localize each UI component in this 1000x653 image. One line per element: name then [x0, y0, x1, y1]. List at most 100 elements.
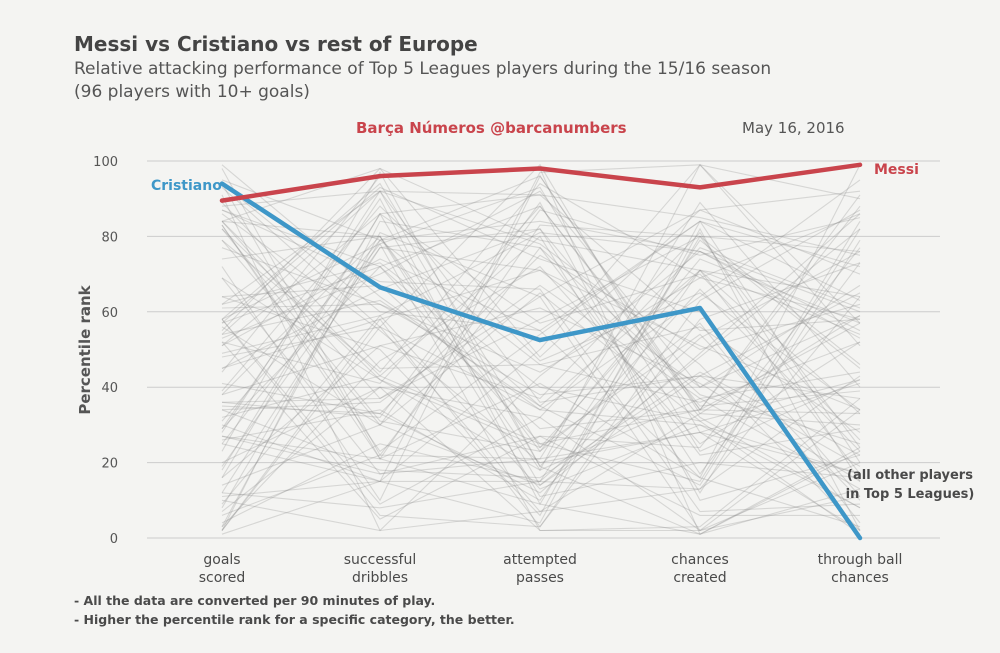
- other-player-line: [221, 201, 861, 516]
- other-player-line: [221, 190, 861, 433]
- other-player-line: [221, 182, 861, 373]
- other-player-line: [221, 235, 861, 453]
- other-player-line: [221, 220, 861, 448]
- other-player-line: [221, 307, 861, 482]
- other-player-line: [221, 209, 861, 528]
- cristiano-series-label: Cristiano: [151, 178, 222, 194]
- footnote-1: - All the data are converted per 90 minu…: [74, 593, 435, 608]
- x-tick-label: successful: [344, 552, 416, 568]
- other-player-line: [221, 202, 861, 433]
- other-player-line: [221, 209, 861, 426]
- gridlines: [147, 160, 940, 539]
- other-player-line: [221, 386, 861, 532]
- other-player-line: [221, 265, 861, 528]
- other-player-line: [221, 220, 861, 531]
- footnote-2: - Higher the percentile rank for a speci…: [74, 612, 515, 627]
- other-player-line: [221, 220, 861, 509]
- other-player-line: [221, 182, 861, 501]
- other-player-line: [221, 190, 861, 403]
- other-player-line: [221, 228, 861, 509]
- other-player-line: [221, 168, 861, 457]
- y-axis-label: Percentile rank: [76, 284, 94, 414]
- other-player-line: [221, 212, 861, 487]
- other-player-line: [221, 213, 861, 494]
- y-tick-label: 100: [93, 155, 118, 170]
- x-tick-label: created: [673, 570, 726, 586]
- other-player-line: [221, 167, 861, 331]
- other-player-line: [221, 197, 861, 506]
- x-axis-ticks: goals scored successful dribbles attempted pa…: [199, 552, 903, 586]
- other-player-line: [221, 228, 861, 524]
- y-tick-label: 20: [101, 457, 118, 472]
- other-player-line: [221, 205, 861, 407]
- other-player-line: [221, 164, 861, 498]
- other-player-line: [221, 213, 861, 464]
- x-tick-label: passes: [516, 570, 564, 586]
- other-player-line: [221, 247, 861, 513]
- other-players-lines: [221, 163, 861, 535]
- y-tick-label: 80: [101, 230, 118, 245]
- other-player-line: [221, 314, 861, 505]
- other-player-line: [221, 213, 861, 471]
- other-player-line: [221, 284, 861, 490]
- other-player-line: [221, 258, 861, 528]
- other-player-line: [221, 220, 861, 453]
- other-player-line: [221, 265, 861, 475]
- others-annotation-line-1: (all other players: [847, 468, 973, 483]
- other-player-line: [221, 431, 861, 531]
- other-player-line: [221, 220, 861, 517]
- other-player-line: [221, 190, 861, 531]
- other-player-line: [221, 277, 861, 373]
- other-player-line: [221, 318, 861, 532]
- other-player-line: [221, 341, 860, 520]
- credit-label: Barça Números @barcanumbers: [356, 119, 627, 137]
- other-player-line: [221, 205, 861, 411]
- other-player-line: [221, 186, 861, 497]
- x-tick-label: chances: [831, 570, 889, 586]
- chart-subtitle-line-2: (96 players with 10+ goals): [74, 82, 310, 102]
- other-player-line: [221, 265, 861, 445]
- other-player-line: [221, 254, 861, 415]
- other-player-line: [221, 231, 861, 532]
- messi-series-line: [219, 162, 863, 203]
- other-player-line: [221, 190, 861, 468]
- x-tick-label: dribbles: [352, 570, 408, 586]
- other-player-line: [221, 163, 861, 475]
- other-player-line: [221, 224, 861, 535]
- highlighted-series: [219, 162, 863, 541]
- y-tick-label: 60: [101, 306, 118, 321]
- other-player-line: [221, 242, 861, 532]
- other-player-line: [221, 251, 861, 482]
- other-player-line: [221, 250, 861, 532]
- other-player-line: [221, 232, 861, 354]
- other-player-line: [221, 262, 861, 528]
- other-player-line: [221, 194, 861, 532]
- other-player-line: [221, 205, 861, 430]
- x-tick-label: through ball: [818, 552, 903, 568]
- cristiano-series-line: [219, 181, 863, 541]
- other-player-line: [221, 224, 861, 460]
- date-label: May 16, 2016: [742, 119, 845, 137]
- other-player-line: [221, 179, 861, 531]
- other-player-line: [221, 269, 861, 502]
- other-player-line: [221, 228, 861, 486]
- chart-title: Messi vs Cristiano vs rest of Europe: [74, 32, 478, 56]
- other-player-line: [221, 277, 861, 471]
- other-player-line: [221, 247, 861, 467]
- other-player-line: [221, 201, 861, 501]
- other-player-line: [221, 171, 861, 535]
- other-player-line: [221, 163, 861, 472]
- other-player-line: [221, 194, 861, 478]
- other-player-line: [221, 183, 861, 463]
- other-player-line: [221, 164, 861, 482]
- other-player-line: [221, 190, 861, 403]
- other-player-line: [221, 371, 861, 479]
- other-player-line: [221, 227, 861, 535]
- x-tick-label: attempted: [503, 552, 577, 568]
- y-tick-label: 40: [101, 381, 118, 396]
- other-player-line: [221, 269, 861, 531]
- x-tick-label: goals: [203, 552, 240, 568]
- x-tick-label: chances: [671, 552, 729, 568]
- y-axis-ticks: 0 20 40 60 80 100: [93, 155, 118, 547]
